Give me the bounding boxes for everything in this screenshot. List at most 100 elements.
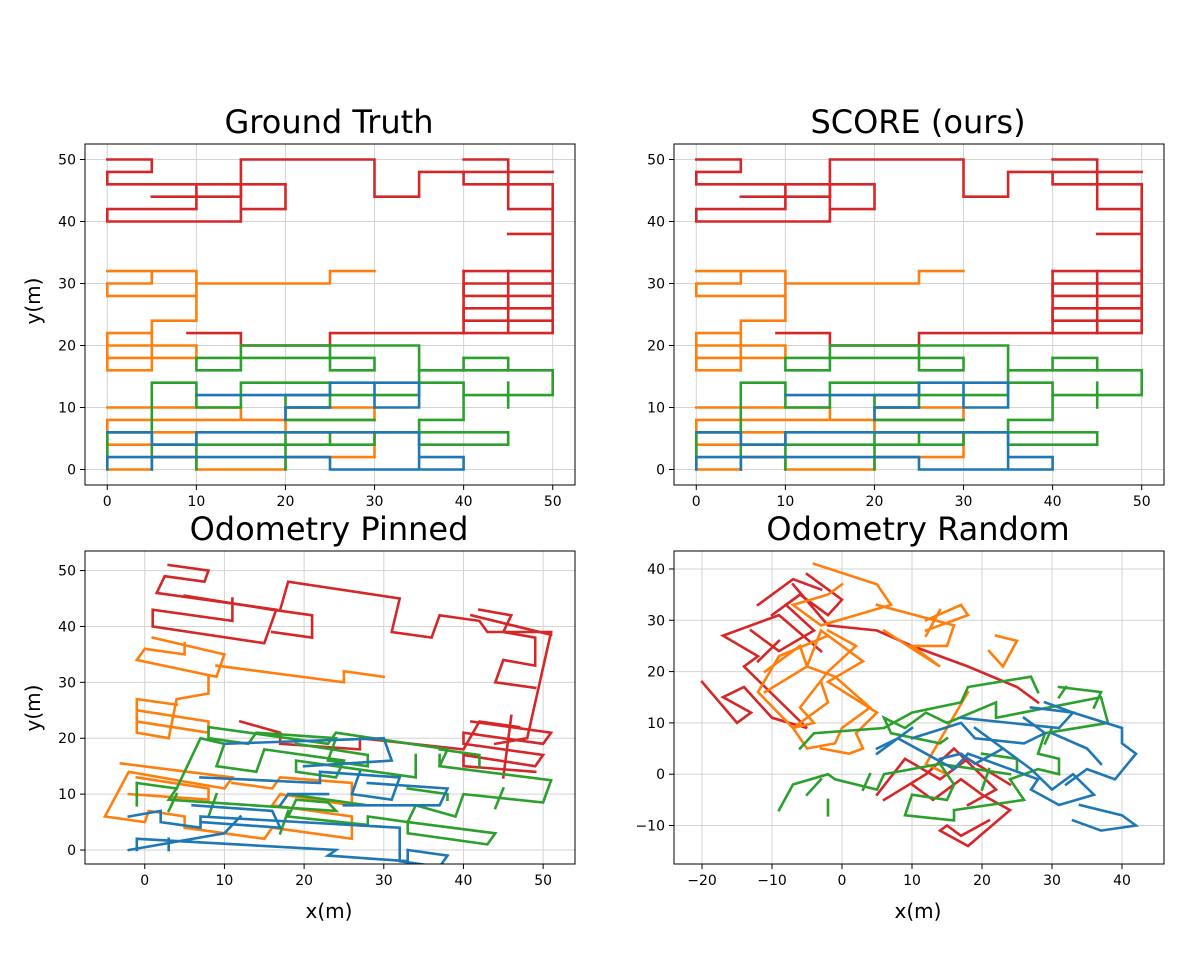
trajectory-segment (770, 592, 802, 617)
trajectory-segment (1006, 381, 1054, 397)
trajectory-segment (223, 736, 394, 768)
trajectory-segment (102, 761, 354, 841)
trajectory-segment (191, 803, 283, 830)
trajectory-segment (342, 781, 450, 807)
trajectory-segment (406, 787, 449, 802)
trajectory-segment (882, 746, 999, 807)
trajectory-segment (980, 767, 991, 792)
trajectory-segment (1050, 731, 1103, 766)
trajectory-segment (278, 580, 553, 746)
x-tick-label: 50 (544, 494, 562, 510)
trajectory-segment (875, 726, 914, 756)
y-tick-label: 50 (58, 153, 76, 169)
trajectory-segment (798, 675, 1040, 751)
y-tick-label: 30 (647, 277, 665, 293)
trajectory-segment (828, 183, 876, 211)
trajectory-segment (199, 770, 402, 802)
trajectory-segment (477, 608, 537, 690)
trajectory-segment (135, 725, 553, 846)
y-axis-label: y(m) (21, 278, 45, 325)
y-tick-label: −10 (635, 819, 665, 835)
x-tick-label: 50 (1133, 494, 1151, 510)
panel-title: SCORE (ours) (810, 103, 1025, 141)
trajectory-segment (127, 814, 243, 852)
axes-frame (673, 550, 1165, 865)
trajectory-segment (1057, 685, 1068, 700)
y-tick-label: 0 (656, 767, 665, 783)
y-tick-label: 20 (647, 339, 665, 355)
x-tick-label: 10 (903, 873, 921, 889)
panel-ground-truth: Ground Truth y(m) 0 10 20 30 40 50 0 10 20 30 40 50 (21, 103, 576, 510)
trajectory-segment (784, 381, 1010, 409)
trajectory-segment (183, 594, 274, 612)
series-group (694, 158, 1143, 471)
trajectory-segment (694, 344, 1143, 447)
trajectory-segment (270, 608, 314, 640)
plot-area (674, 551, 1164, 864)
trajectory-segment (1051, 158, 1143, 236)
plot-area (674, 144, 1164, 485)
trajectory-segment (784, 269, 965, 285)
trajectory-segment (215, 664, 386, 684)
trajectory-segment (106, 430, 465, 471)
trajectory-segment (805, 777, 823, 797)
trajectory-segment (493, 786, 505, 810)
trajectory-segment (1043, 726, 1054, 746)
x-tick-label: 30 (955, 494, 973, 510)
x-tick-label: 0 (692, 494, 701, 510)
trajectory-segment (694, 269, 787, 298)
trajectory-segment (106, 294, 198, 372)
trajectory-segment (166, 792, 179, 813)
x-tick-label: 40 (455, 494, 473, 510)
y-tick-label: 30 (58, 675, 76, 691)
y-tick-label: 0 (67, 463, 76, 479)
panel-score: SCORE (ours) 0 10 20 30 40 50 0 10 20 30 40 50 (647, 103, 1165, 510)
trajectory-segment (694, 430, 1054, 471)
trajectory-segment (134, 636, 227, 679)
y-tick-label: 30 (58, 277, 76, 293)
trajectory-segment (278, 792, 330, 808)
y-tick-label: 50 (58, 564, 76, 580)
y-tick-label: 10 (647, 716, 665, 732)
trajectory-segment (756, 638, 781, 664)
trajectory-segment (924, 603, 971, 633)
x-tick-label: 10 (776, 494, 794, 510)
trajectory-segment (135, 675, 210, 740)
trajectory-segment (910, 715, 1048, 745)
y-tick-label: 0 (67, 843, 76, 859)
trajectory-segment (763, 643, 809, 694)
trajectory-segment (239, 183, 287, 211)
trajectory-segment (462, 158, 555, 236)
x-tick-label: 20 (277, 494, 295, 510)
trajectory-segment (924, 608, 942, 638)
plot-area (85, 551, 575, 864)
trajectory-segment (286, 792, 370, 807)
y-tick-label: 20 (58, 339, 76, 355)
y-tick-label: 30 (647, 613, 665, 629)
trajectory-segment (417, 381, 465, 397)
trajectory-segment (910, 777, 1013, 848)
axes-frame (673, 143, 1165, 486)
trajectory-segment (127, 775, 210, 802)
x-tick-label: 50 (534, 873, 552, 889)
trajectory-segment (987, 634, 1019, 669)
y-tick-label: 50 (647, 153, 665, 169)
trajectory-segment (462, 720, 554, 774)
trajectory-segment (694, 294, 787, 372)
trajectory-segment (195, 269, 376, 285)
y-tick-label: 40 (58, 215, 76, 231)
x-tick-label: 20 (866, 494, 884, 510)
x-tick-label: 20 (295, 873, 313, 889)
x-tick-label: 0 (103, 494, 112, 510)
x-tick-label: 10 (187, 494, 205, 510)
x-tick-label: −10 (757, 873, 787, 889)
trajectory-segment (174, 736, 418, 791)
trajectory-segment (938, 762, 1012, 776)
y-tick-label: 10 (58, 787, 76, 803)
trajectory-segment (694, 344, 787, 360)
x-tick-label: 0 (838, 873, 847, 889)
y-tick-label: 10 (58, 401, 76, 417)
axes-frame (84, 550, 576, 865)
x-tick-label: 40 (455, 873, 473, 889)
